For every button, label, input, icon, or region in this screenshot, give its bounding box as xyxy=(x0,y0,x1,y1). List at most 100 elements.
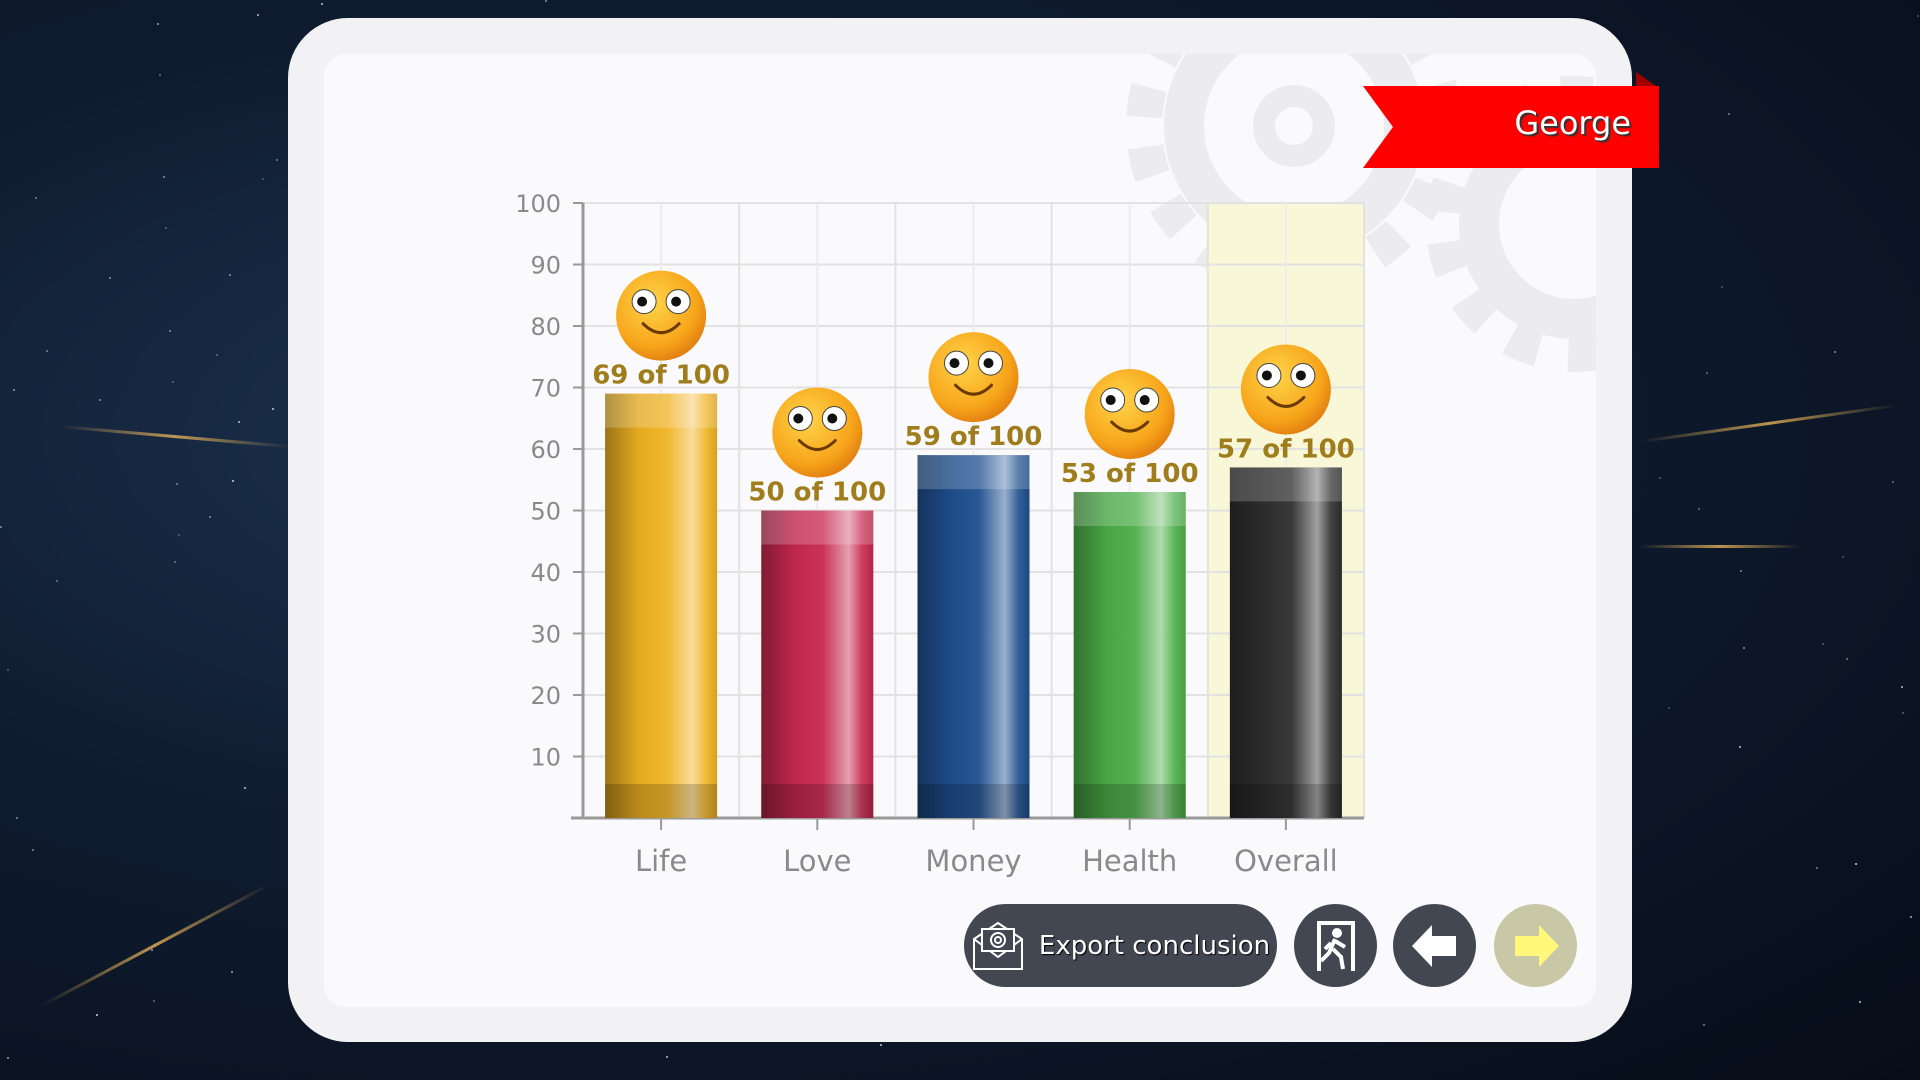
y-tick-label: 70 xyxy=(530,375,561,403)
x-tick-label: Health xyxy=(1082,844,1177,878)
export-conclusion-button[interactable]: Export conclusion xyxy=(964,904,1277,987)
smiley-pupil xyxy=(793,413,804,424)
star xyxy=(159,73,162,76)
user-name: George xyxy=(1514,104,1631,142)
light-streak xyxy=(1640,545,1800,548)
smiley-pupil xyxy=(1261,370,1272,381)
smiley-face-icon xyxy=(928,332,1019,423)
smiley-mouth xyxy=(1110,420,1150,433)
y-tick-label: 30 xyxy=(530,621,561,649)
x-tick-label: Love xyxy=(783,844,851,878)
bar-cap xyxy=(1073,492,1186,527)
star xyxy=(262,177,265,180)
star xyxy=(175,483,178,486)
y-tick-label: 40 xyxy=(530,559,561,587)
smiley-pupil xyxy=(983,358,994,369)
bar-cap xyxy=(761,510,874,545)
back-button[interactable] xyxy=(1393,904,1476,987)
star xyxy=(96,1014,99,1017)
x-tick-label: Life xyxy=(635,844,687,878)
export-conclusion-label: Export conclusion xyxy=(1038,930,1271,961)
star xyxy=(32,849,35,852)
star xyxy=(276,158,279,161)
smiley-pupil xyxy=(1295,370,1306,381)
star xyxy=(209,516,212,519)
star xyxy=(1668,706,1671,709)
star xyxy=(13,388,16,391)
star xyxy=(1720,285,1723,288)
star xyxy=(1910,916,1913,919)
x-tick-label: Money xyxy=(925,844,1021,878)
star xyxy=(244,786,247,789)
star xyxy=(1901,711,1904,714)
star xyxy=(1892,481,1895,484)
star xyxy=(169,329,172,332)
smiley-face xyxy=(1240,344,1331,435)
star xyxy=(1739,746,1742,749)
exit-button[interactable] xyxy=(1294,904,1377,987)
smiley-pupil xyxy=(1105,395,1116,406)
star xyxy=(1900,685,1903,688)
star xyxy=(1702,1023,1705,1026)
email-envelope-icon xyxy=(972,921,1023,970)
y-tick-label: 60 xyxy=(530,436,561,464)
star xyxy=(177,534,180,537)
next-button[interactable] xyxy=(1494,904,1577,987)
bar-shine xyxy=(761,510,874,818)
smiley-face-icon xyxy=(616,270,707,361)
star xyxy=(1728,113,1731,116)
data-label: 59 of 100 xyxy=(905,422,1043,452)
star xyxy=(230,970,233,973)
star xyxy=(152,1000,155,1003)
bar-base xyxy=(761,784,874,818)
star xyxy=(1705,372,1708,375)
bar-base xyxy=(1229,784,1342,818)
bar-shine xyxy=(1229,467,1342,818)
star xyxy=(1846,657,1849,660)
y-tick-label: 100 xyxy=(515,190,561,218)
y-tick-label: 90 xyxy=(530,252,561,280)
smiley-mouth xyxy=(954,383,993,396)
star xyxy=(1739,570,1742,573)
y-tick-label: 80 xyxy=(530,313,561,341)
smiley-face-icon xyxy=(772,387,863,478)
smiley-face-icon xyxy=(1084,369,1175,460)
smiley-pupil xyxy=(949,358,960,369)
arrow-right-icon xyxy=(1514,924,1559,967)
star xyxy=(665,1055,668,1058)
star xyxy=(7,669,10,672)
smiley-face xyxy=(1084,369,1175,460)
data-label: 69 of 100 xyxy=(592,361,730,391)
star xyxy=(46,349,49,352)
smiley-face xyxy=(616,270,707,361)
star xyxy=(1697,508,1700,511)
star xyxy=(173,561,176,564)
star xyxy=(1842,555,1845,558)
star xyxy=(157,22,160,25)
star xyxy=(1854,862,1857,865)
star xyxy=(256,13,259,16)
smiley-face-icon xyxy=(1240,344,1331,435)
data-label: 50 of 100 xyxy=(748,478,886,508)
star xyxy=(55,579,58,582)
y-tick-label: 10 xyxy=(530,744,561,772)
star xyxy=(0,526,3,529)
data-label: 57 of 100 xyxy=(1217,434,1355,464)
star xyxy=(165,227,168,230)
star xyxy=(1917,15,1920,18)
smiley-pupil xyxy=(827,413,838,424)
smiley-mouth xyxy=(797,439,837,451)
bar-shine xyxy=(917,455,1030,818)
star xyxy=(544,0,547,3)
star xyxy=(231,479,234,482)
star xyxy=(7,1056,10,1059)
exit-door-icon xyxy=(1316,920,1355,971)
star xyxy=(1833,350,1836,353)
smiley-mouth xyxy=(1266,395,1306,408)
y-tick-label: 20 xyxy=(530,682,561,710)
arrow-left-icon xyxy=(1411,924,1456,967)
x-tick-label: Overall xyxy=(1234,844,1338,878)
star xyxy=(271,408,274,410)
star xyxy=(99,398,102,401)
